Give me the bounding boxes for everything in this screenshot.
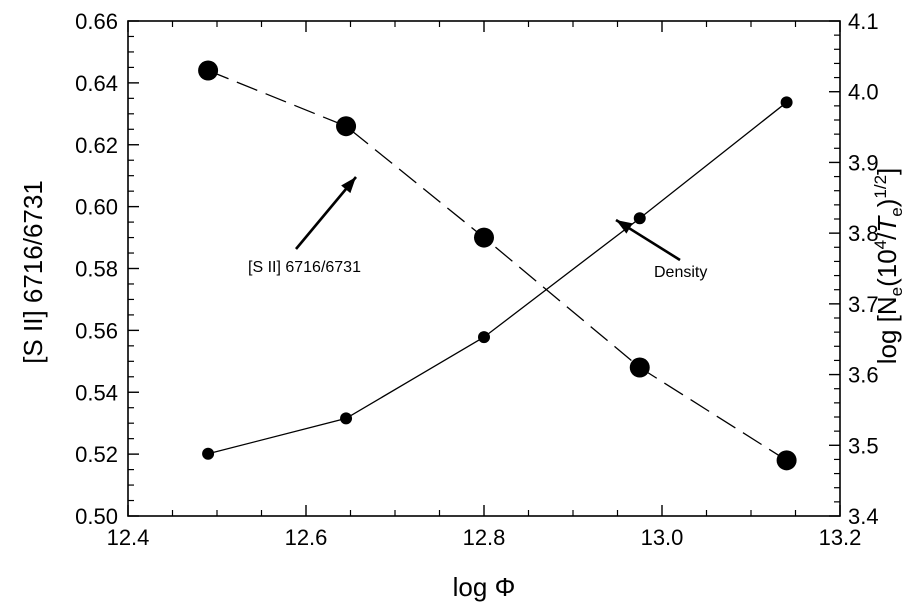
y-right-tick-label: 3.5 — [848, 433, 879, 458]
density-point — [633, 212, 646, 225]
sii-annotation-arrow-head — [341, 177, 356, 194]
sii-ratio-point — [198, 60, 219, 81]
y-left-tick-label: 0.60 — [75, 195, 118, 220]
density-point — [478, 331, 490, 344]
sii-annotation-label: [S II] 6716/6731 — [248, 259, 361, 276]
y-right-tick-label: 3.4 — [848, 504, 879, 529]
y-left-tick-label: 0.62 — [75, 133, 118, 158]
y-right-tick-label: 3.9 — [848, 150, 879, 175]
y-right-tick-label: 3.8 — [848, 221, 879, 246]
density-point — [780, 96, 793, 109]
y-left-tick-label: 0.64 — [75, 71, 118, 96]
plot-area-border — [127, 20, 841, 517]
y-axis-left-title: [S II] 6716/6731 — [18, 180, 48, 364]
y-right-tick-label: 3.7 — [848, 292, 879, 317]
sii-ratio-point — [474, 227, 494, 248]
density-annotation-arrow-head — [616, 220, 633, 234]
y-left-tick-label: 0.54 — [75, 380, 118, 405]
density-point — [340, 412, 353, 425]
density-annotation-label: Density — [654, 264, 707, 281]
y-left-tick-label: 0.58 — [75, 257, 118, 282]
y-left-tick-label: 0.66 — [75, 9, 118, 34]
y-right-tick-label: 4.1 — [848, 9, 879, 34]
x-tick-label: 12.4 — [107, 525, 150, 550]
sii-ratio-point — [629, 357, 650, 378]
x-tick-label: 12.6 — [285, 525, 328, 550]
y-right-tick-label: 3.6 — [848, 363, 879, 388]
x-tick-label: 13.2 — [819, 525, 862, 550]
sii-ratio-point — [776, 450, 797, 471]
y-left-tick-label: 0.52 — [75, 442, 118, 467]
density-point — [202, 447, 215, 460]
sii-ratio-point — [336, 116, 357, 137]
x-tick-label: 12.8 — [463, 525, 506, 550]
y-left-tick-label: 0.56 — [75, 318, 118, 343]
y-left-tick-label: 0.50 — [75, 504, 118, 529]
x-tick-label: 13.0 — [641, 525, 684, 550]
y-axis-right-title: log [Ne(104/Te)1/2] — [871, 168, 906, 365]
x-axis-title: log Φ — [453, 572, 516, 602]
y-right-tick-label: 4.0 — [848, 80, 879, 105]
